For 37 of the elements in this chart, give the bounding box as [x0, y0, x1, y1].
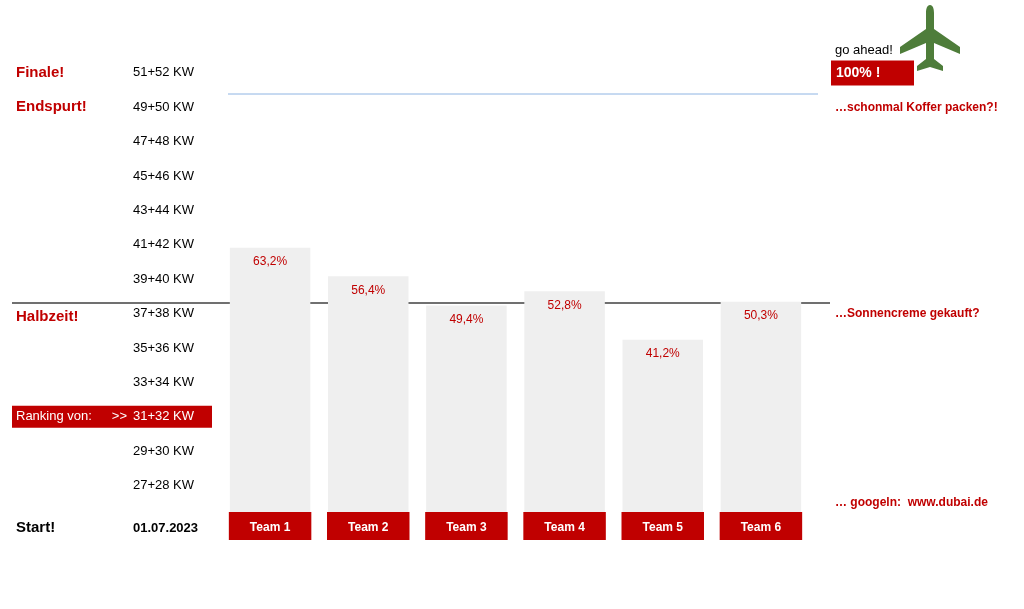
data-label: 63,2%	[253, 254, 288, 269]
x-tick-label: Team 5	[642, 519, 684, 534]
text: Endspurt!	[16, 97, 87, 115]
text: >>	[111, 408, 127, 424]
x-tick-label: Team 4	[544, 519, 586, 534]
text: 43+44 KW	[133, 201, 195, 217]
text: 41+42 KW	[133, 236, 195, 252]
data-label: 41,2%	[645, 346, 681, 361]
text: … googeln: www.dubai.de	[835, 495, 989, 510]
text: 51+52 KW	[133, 64, 195, 80]
ref-line-label: Halbzeit!	[16, 307, 79, 325]
x-tick-label: Team 1	[249, 519, 291, 534]
text: go ahead!	[835, 41, 893, 57]
data-label: 52,8%	[547, 297, 582, 312]
text: Finale!	[16, 62, 65, 80]
text: …Sonnencreme gekauft?	[835, 305, 980, 320]
text: Start!	[16, 518, 56, 536]
text: 29+30 KW	[133, 442, 195, 458]
text: 31+32 KW	[133, 408, 195, 424]
text: Ranking von:	[16, 408, 92, 424]
x-tick-label: Team 2	[348, 519, 389, 534]
text: 39+40 KW	[133, 270, 195, 286]
text: 47+48 KW	[133, 133, 195, 149]
x-tick-label: Team 6	[740, 519, 782, 534]
text: 27+28 KW	[133, 477, 195, 493]
text: …schonmal Koffer packen?!	[835, 99, 998, 114]
text: 35+36 KW	[133, 339, 195, 355]
x-tick-label: Team 3	[446, 519, 487, 534]
text: 45+46 KW	[133, 167, 195, 183]
data-label: 50,3%	[743, 308, 779, 323]
text: 33+34 KW	[133, 373, 195, 389]
text: 49+50 KW	[133, 98, 195, 114]
data-label: 49,4%	[449, 311, 484, 326]
ref-line-label: 100% !	[836, 63, 881, 80]
data-label: 56,4%	[351, 282, 386, 297]
text: 01.07.2023	[133, 519, 199, 535]
text: 37+38 KW	[133, 305, 195, 321]
